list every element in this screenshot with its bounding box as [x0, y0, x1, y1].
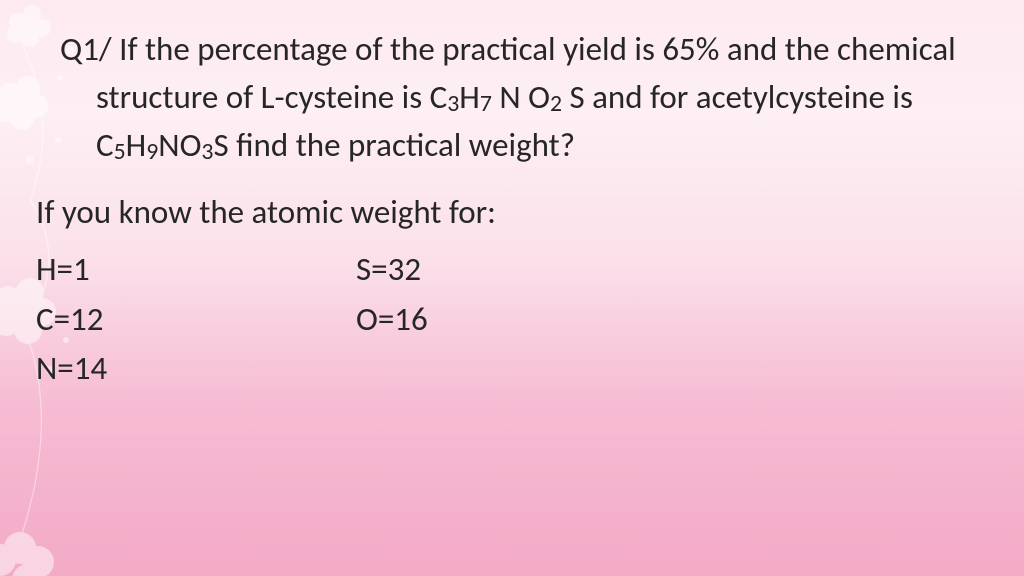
weight-C: C=12 [36, 295, 356, 345]
question-text: Q1/ If the percentage of the practical y… [36, 26, 984, 170]
atomic-weight-row: C=12 O=16 [36, 295, 984, 345]
slide-content: Q1/ If the percentage of the practical y… [36, 26, 984, 394]
atomic-weight-row: H=1 S=32 [36, 245, 984, 295]
weight-H: H=1 [36, 245, 356, 295]
weight-O: O=16 [356, 295, 428, 345]
atomic-weight-intro: If you know the atomic weight for: [36, 188, 984, 238]
atomic-weight-row: N=14 [36, 344, 984, 394]
weight-S: S=32 [356, 245, 421, 295]
question-prefix: Q1/ [60, 29, 112, 69]
weight-N: N=14 [36, 344, 356, 394]
